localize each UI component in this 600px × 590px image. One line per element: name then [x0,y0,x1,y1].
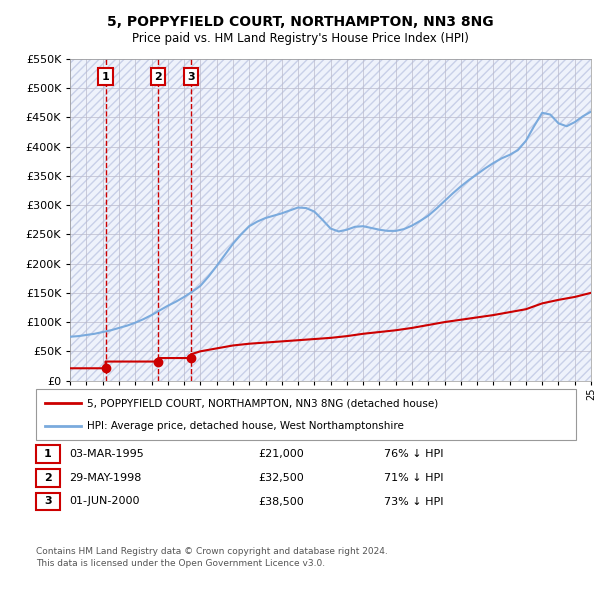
Text: 5, POPPYFIELD COURT, NORTHAMPTON, NN3 8NG: 5, POPPYFIELD COURT, NORTHAMPTON, NN3 8N… [107,15,493,29]
Text: Price paid vs. HM Land Registry's House Price Index (HPI): Price paid vs. HM Land Registry's House … [131,32,469,45]
Text: £21,000: £21,000 [258,450,304,459]
Text: This data is licensed under the Open Government Licence v3.0.: This data is licensed under the Open Gov… [36,559,325,568]
Text: 03-MAR-1995: 03-MAR-1995 [69,450,144,459]
Text: 76% ↓ HPI: 76% ↓ HPI [384,450,443,459]
Text: Contains HM Land Registry data © Crown copyright and database right 2024.: Contains HM Land Registry data © Crown c… [36,547,388,556]
Text: £32,500: £32,500 [258,473,304,483]
Text: 2: 2 [44,473,52,483]
Text: 73% ↓ HPI: 73% ↓ HPI [384,497,443,506]
Text: HPI: Average price, detached house, West Northamptonshire: HPI: Average price, detached house, West… [87,421,404,431]
Text: 1: 1 [44,450,52,459]
Text: 29-MAY-1998: 29-MAY-1998 [69,473,142,483]
Text: 1: 1 [101,71,109,81]
Text: 3: 3 [44,497,52,506]
Text: 01-JUN-2000: 01-JUN-2000 [69,497,139,506]
Text: 2: 2 [154,71,162,81]
Text: 3: 3 [187,71,195,81]
Text: £38,500: £38,500 [258,497,304,506]
Text: 5, POPPYFIELD COURT, NORTHAMPTON, NN3 8NG (detached house): 5, POPPYFIELD COURT, NORTHAMPTON, NN3 8N… [87,398,438,408]
Text: 71% ↓ HPI: 71% ↓ HPI [384,473,443,483]
